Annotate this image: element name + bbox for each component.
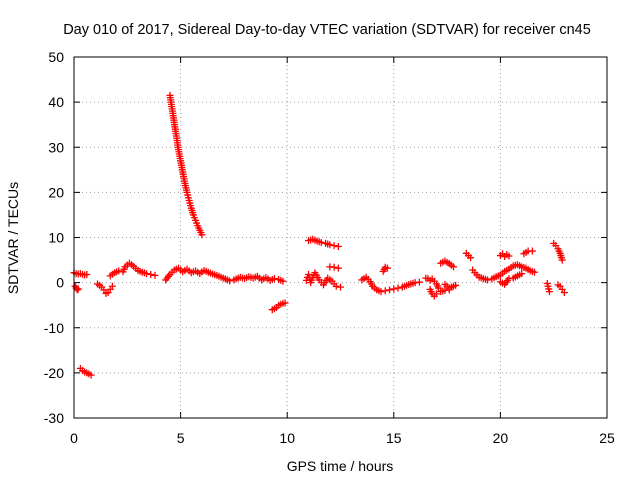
data-point [560,289,568,297]
data-point [151,271,159,279]
data-point [100,286,108,294]
data-point [545,288,553,296]
data-point [108,282,116,290]
data-point [73,286,81,294]
data-point [337,283,344,291]
data-point [317,238,325,246]
y-tick-label: 30 [48,139,64,155]
data-point [484,276,492,284]
x-tick-label: 10 [279,430,295,446]
data-point [334,264,342,272]
data-point [415,278,423,286]
data-point [377,288,385,296]
data-point [330,263,338,271]
data-point [383,264,391,272]
data-point [270,275,278,283]
y-tick-label: 10 [48,230,64,246]
tick-labels: 0 5 10 15 20 25 -30 -20 -10 0 10 20 30 40 50 [44,49,615,446]
data-point [326,241,334,249]
data-point [467,254,475,262]
y-axis-label: SDTVAR / TECUs [5,182,21,294]
axis-ticks [73,56,608,419]
chart-title: Day 010 of 2017, Sidereal Day-to-day VTE… [63,22,591,38]
y-tick-label: -20 [44,365,64,381]
data-point [505,252,513,260]
data-point [87,371,95,379]
data-point [142,270,150,278]
x-axis-label: GPS time / hours [287,458,394,474]
grid-lines [74,57,607,418]
y-tick-label: 20 [48,184,64,200]
data-point [147,271,155,279]
data-point [115,267,123,275]
data-point [386,286,394,294]
data-point [330,242,338,250]
data-point [558,256,566,264]
x-tick-label: 0 [70,430,78,446]
data-point [528,247,536,255]
data-point [390,285,398,293]
x-tick-label: 5 [177,430,185,446]
x-tick-label: 25 [599,430,615,446]
data-point [281,299,289,307]
y-tick-label: -10 [44,320,64,336]
y-tick-label: 40 [48,94,64,110]
data-point [435,284,443,292]
data-point [518,270,526,278]
data-point [198,231,206,239]
data-point [332,282,340,290]
data-point [394,284,402,292]
data-point [226,277,234,285]
y-tick-label: 50 [48,49,64,65]
data-point [74,285,82,293]
data-point [279,277,287,285]
x-tick-label: 15 [386,430,402,446]
data-point [432,290,440,298]
data-point [334,243,342,251]
data-point [531,268,539,276]
y-tick-label: 0 [56,275,64,291]
plot-frame [73,56,608,419]
data-point [83,271,91,279]
data-point [452,281,460,289]
data-point [449,263,457,271]
x-tick-label: 20 [493,430,509,446]
y-tick-label: -30 [44,410,64,426]
data-points [70,91,568,379]
data-point [381,287,389,295]
